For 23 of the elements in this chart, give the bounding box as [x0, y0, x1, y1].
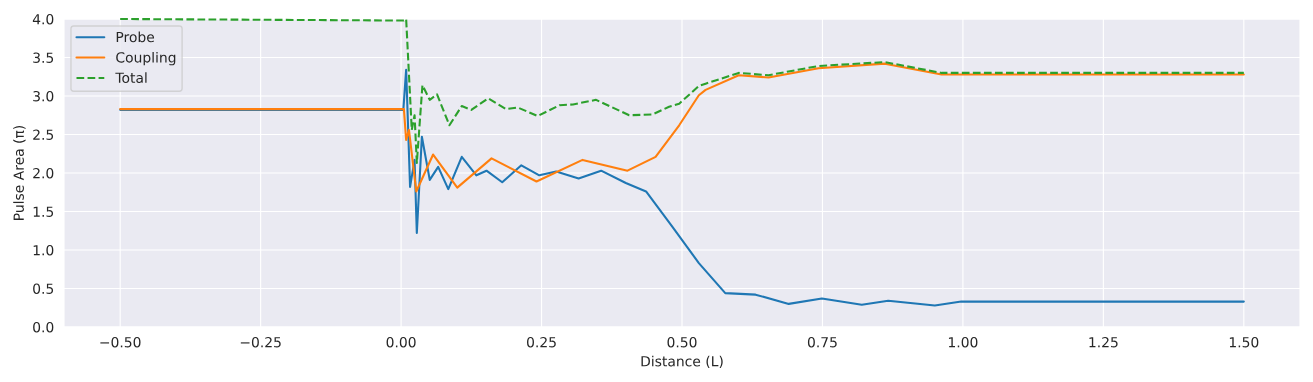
legend-label: Probe [116, 31, 155, 43]
y-tick-label: 3.5 [33, 52, 54, 63]
y-axis-title: Pulse Area (π) [13, 125, 26, 220]
legend-label: Coupling [116, 51, 176, 66]
y-tick-label: 4.0 [32, 13, 54, 25]
x-tick-label: 0.00 [386, 336, 416, 348]
x-tick-label: −0.50 [100, 336, 141, 348]
y-tick-label: 1.0 [33, 244, 54, 256]
x-tick-label: 0.50 [667, 336, 697, 348]
y-tick-label: 0.0 [33, 321, 54, 333]
y-tick-label: 2.0 [33, 167, 54, 179]
y-tick-label: 2.5 [33, 129, 54, 140]
x-tick-label: 1.00 [948, 336, 978, 348]
x-tick-label: 1.25 [1089, 336, 1118, 348]
y-tick-label: 0.5 [33, 283, 54, 294]
y-tick-label: 1.5 [33, 206, 54, 217]
y-tick-label: 3.0 [33, 90, 54, 102]
x-tick-label: −0.25 [240, 336, 281, 348]
x-tick-label: 0.75 [807, 336, 837, 348]
legend-label: Total [115, 72, 147, 84]
x-tick-label: 0.25 [527, 336, 556, 348]
x-axis-title: Distance (L) [641, 355, 723, 369]
x-tick-label: 1.50 [1229, 336, 1259, 348]
